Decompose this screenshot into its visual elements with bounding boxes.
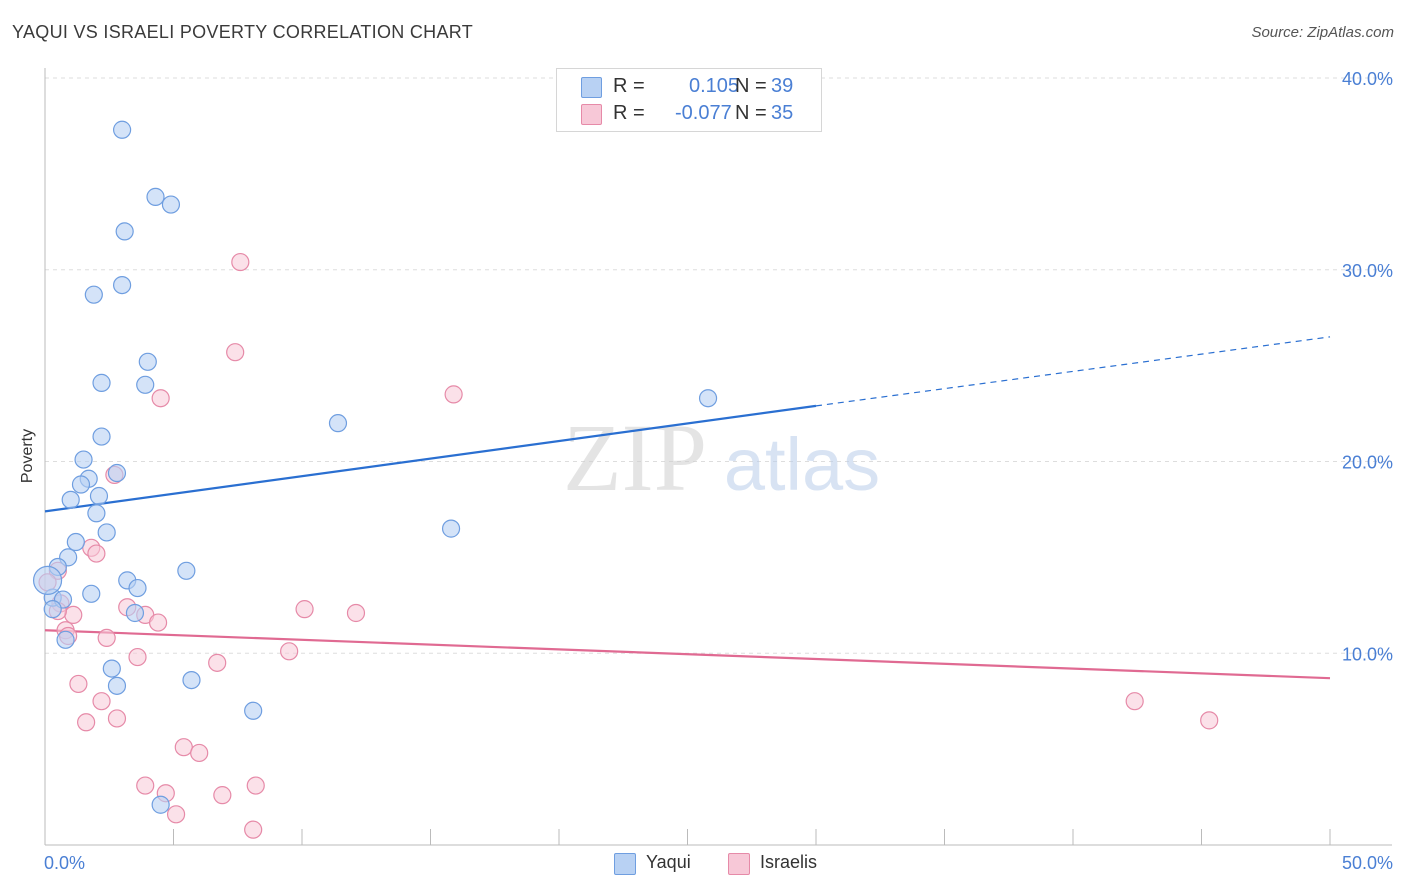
yaqui-point (84, 285, 103, 304)
legend-swatch-yaqui (581, 77, 602, 98)
israelis-point (166, 805, 186, 824)
israelis-point (231, 252, 250, 272)
yaqui-point (71, 475, 91, 494)
correlation-legend: R = 0.105 N = 39 R = -0.077 N = 35 (556, 68, 822, 132)
yaqui-point (66, 532, 85, 552)
bottom-legend-label-yaqui: Yaqui (646, 852, 691, 872)
israelis-point (77, 713, 96, 732)
bottom-legend-swatch-israelis (728, 853, 750, 875)
legend-r-value: 0.105 (689, 75, 740, 97)
yaqui-point (128, 578, 147, 598)
israelis-point (346, 603, 366, 623)
israelis-point (128, 647, 147, 667)
yaqui-point (244, 701, 263, 720)
israelis-point (69, 674, 88, 694)
israelis-point (244, 820, 263, 839)
yaqui-point (115, 222, 134, 241)
trend-lines (44, 336, 1331, 680)
yaqui-point (182, 670, 201, 690)
axes (44, 68, 1392, 846)
yaqui-point (97, 523, 116, 542)
y-tick-label: 10.0% (1342, 644, 1393, 664)
israelis-point (64, 605, 83, 625)
yaqui-point (56, 630, 75, 649)
x-tick-label: 0.0% (44, 853, 85, 873)
yaqui-point (151, 795, 170, 814)
y-tick-label: 20.0% (1342, 453, 1393, 473)
legend-r-label: R = (613, 102, 645, 124)
yaqui-point (102, 659, 121, 678)
yaqui-point (146, 187, 165, 206)
israelis-point (444, 385, 463, 404)
yaqui-point (82, 584, 101, 603)
yaqui-points (32, 120, 718, 814)
chart-title: YAQUI VS ISRAELI POVERTY CORRELATION CHA… (12, 22, 474, 42)
yaqui-point (43, 600, 62, 619)
yaqui-point (112, 275, 132, 295)
israelis-point (148, 613, 168, 632)
yaqui-point (136, 375, 155, 394)
yaqui-point (87, 504, 106, 523)
israelis-point (87, 544, 106, 563)
legend-n-value: 39 (771, 75, 794, 97)
israelis-point (1200, 711, 1219, 730)
israelis-point (190, 743, 209, 763)
israelis-point (97, 628, 116, 648)
israelis-point (151, 389, 170, 408)
israelis-point (280, 642, 299, 661)
y-tick-label: 40.0% (1342, 69, 1393, 89)
tick-labels: 10.0% 20.0% 30.0% 40.0% 0.0% 50.0% (44, 69, 1393, 873)
legend-n-label: N = (735, 75, 767, 97)
yaqui-point (107, 463, 127, 483)
yaqui-point (125, 603, 145, 623)
israelis-point (136, 776, 155, 795)
legend-swatch-israelis (581, 104, 602, 125)
yaqui-trend-extension (815, 336, 1331, 407)
legend-n-label: N = (735, 102, 767, 124)
legend-r-label: R = (613, 75, 645, 97)
yaqui-point (61, 490, 80, 509)
israelis-point (1125, 692, 1144, 711)
yaqui-point (112, 120, 132, 139)
yaqui-point (92, 427, 111, 446)
y-tick-label: 30.0% (1342, 261, 1393, 281)
israelis-point (226, 343, 245, 362)
legend-r-value: -0.077 (675, 102, 732, 124)
watermark-zip: ZIP (563, 404, 707, 511)
yaqui-point (89, 486, 109, 506)
israelis-point (295, 600, 314, 619)
gridlines (45, 77, 1392, 654)
israelis-point (208, 653, 227, 672)
israelis-points (38, 252, 1219, 839)
yaqui-point (138, 352, 157, 371)
israelis-point (107, 709, 127, 728)
yaqui-point (161, 195, 181, 214)
yaqui-point (92, 373, 111, 392)
yaqui-point (328, 414, 348, 433)
israelis-point (213, 786, 232, 805)
yaqui-trend-line (44, 404, 817, 513)
israelis-point (92, 692, 111, 711)
bottom-legend-swatch-yaqui (614, 853, 636, 875)
yaqui-point (74, 450, 93, 469)
legend-n-value: 35 (771, 102, 794, 124)
yaqui-point (107, 676, 127, 695)
yaqui-point (698, 389, 718, 408)
yaqui-point (32, 565, 63, 595)
yaqui-point (441, 519, 461, 538)
israelis-point (246, 776, 265, 795)
yaqui-point (177, 561, 196, 580)
source-label: Source: ZipAtlas.com (1251, 24, 1394, 41)
watermark-atlas: atlas (724, 423, 880, 506)
x-tick-label: 50.0% (1342, 853, 1393, 873)
israelis-trend-line (44, 629, 1331, 680)
israelis-point (174, 738, 193, 757)
bottom-legend-label-israelis: Israelis (760, 852, 818, 872)
